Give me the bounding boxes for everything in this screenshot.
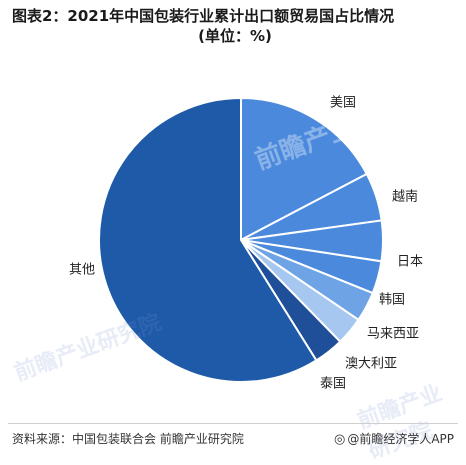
slice-label-3: 日本 bbox=[397, 255, 423, 270]
slice-label-5: 马来西亚 bbox=[367, 327, 419, 342]
chart-title-line1: 图表2：2021年中国包装行业累计出口额贸易国占比情况 bbox=[12, 7, 395, 25]
slice-label-2: 越南 bbox=[392, 189, 418, 205]
brand-credit: ◎ @前瞻经济学人APP bbox=[334, 430, 454, 447]
slice-label-6: 澳大利亚 bbox=[345, 356, 397, 372]
slice-label-4: 韩国 bbox=[379, 293, 405, 308]
slice-label-1: 美国 bbox=[330, 96, 356, 111]
pie-slice-8 bbox=[98, 96, 318, 383]
slice-label-8: 其他 bbox=[69, 263, 95, 278]
chart-title-unit: (单位：%) bbox=[198, 27, 272, 45]
brand-text: @前瞻经济学人APP bbox=[347, 432, 454, 446]
source-note: 资料来源：中国包装联合会 前瞻产业研究院 bbox=[12, 432, 244, 446]
chart-title: 图表2：2021年中国包装行业累计出口额贸易国占比情况 (单位：%) bbox=[12, 6, 458, 46]
slice-label-7: 泰国 bbox=[320, 377, 346, 392]
pie-slice-1 bbox=[240, 96, 369, 242]
at-icon: ◎ bbox=[333, 432, 346, 447]
footer-divider bbox=[8, 423, 458, 424]
